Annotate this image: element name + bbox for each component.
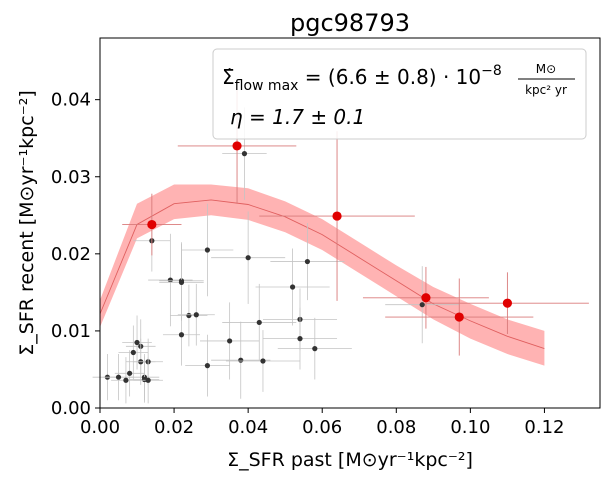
unit-numerator: M⊙ <box>536 62 556 76</box>
pixel-point-32 <box>385 266 460 344</box>
pixel-marker <box>186 312 192 319</box>
y-axis-label: Σ_SFR recent [M⊙yr⁻¹kpc⁻²] <box>16 90 38 355</box>
pixel-point-25 <box>222 283 297 361</box>
model-band-layer <box>99 184 545 366</box>
binned-point-4 <box>385 278 534 356</box>
chart-title: pgc98793 <box>290 9 410 37</box>
plot-frame <box>99 37 601 409</box>
y-tick-label-1: 0.01 <box>51 321 91 342</box>
annotation-frame <box>212 48 587 140</box>
flow-subscript: flow max <box>235 78 299 94</box>
pixel-point-21 <box>200 302 260 380</box>
binned-point-3 <box>362 266 489 329</box>
binned-marker <box>147 219 157 230</box>
pixel-marker <box>227 338 233 344</box>
flow-exponent: −8 <box>481 63 502 79</box>
pixel-point-4 <box>118 325 149 380</box>
annotation-line1: Σ̇flow max = (6.6 ± 0.8) · 10−8 <box>222 63 502 94</box>
y-tick-label-0: 0.00 <box>51 398 91 419</box>
pixel-points-layer <box>92 107 460 404</box>
model-uncertainty-band <box>100 184 545 366</box>
pixel-marker <box>145 377 151 383</box>
x-axis-ticks: 0.00 0.02 0.04 0.06 0.08 0.10 0.12 <box>80 408 564 438</box>
pixel-marker <box>241 151 248 157</box>
y-axis-ticks: 0.00 0.01 0.02 0.03 0.04 <box>51 90 100 419</box>
pixel-marker <box>204 247 211 253</box>
pixel-point-20 <box>185 334 230 397</box>
binned-marker <box>502 298 513 308</box>
pixel-point-19 <box>181 203 234 297</box>
pixel-marker <box>193 312 199 318</box>
pixel-marker <box>297 336 303 342</box>
pixel-marker <box>289 284 296 290</box>
x-tick-label-1: 0.02 <box>154 417 194 438</box>
pixel-point-18 <box>177 283 215 346</box>
flow-symbol: Σ̇ <box>222 65 235 89</box>
pixel-marker <box>127 370 133 376</box>
pixel-marker <box>130 349 136 356</box>
pixel-point-17 <box>170 284 208 347</box>
pixel-marker <box>245 255 251 261</box>
y-tick-label-4: 0.04 <box>51 90 91 111</box>
x-tick-label-0: 0.00 <box>80 417 120 438</box>
pixel-marker <box>304 258 311 265</box>
x-tick-label-5: 0.10 <box>450 417 490 438</box>
x-tick-label-2: 0.04 <box>228 417 268 438</box>
pixel-point-16 <box>162 303 200 366</box>
binned-point-0 <box>122 193 182 256</box>
eta-text: η = 1.7 ± 0.1 <box>230 105 365 129</box>
binned-marker <box>454 312 464 322</box>
binned-point-2 <box>259 131 415 301</box>
pixel-point-1 <box>103 354 134 401</box>
pixel-marker <box>419 302 425 308</box>
unit-denominator: kpc² yr <box>525 83 567 97</box>
pixel-point-30 <box>270 223 345 301</box>
pixel-point-9 <box>129 356 160 403</box>
binned-marker <box>421 293 431 303</box>
x-axis-label: Σ_SFR past [M⊙yr⁻¹kpc⁻²] <box>227 449 473 471</box>
pixel-marker <box>238 357 244 363</box>
binned-point-5 <box>425 272 589 334</box>
pixel-marker <box>123 377 129 383</box>
binned-marker <box>332 211 342 221</box>
pixel-point-3 <box>114 350 145 397</box>
x-tick-label-3: 0.06 <box>302 417 342 438</box>
pixel-marker <box>115 374 122 380</box>
annotation-box: Σ̇flow max = (6.6 ± 0.8) · 10−8 M⊙ kpc² … <box>212 48 587 140</box>
model-line <box>99 199 545 350</box>
pixel-marker <box>260 358 266 364</box>
y-tick-label-2: 0.02 <box>51 244 91 265</box>
pixel-point-26 <box>225 330 300 392</box>
pixel-marker <box>312 346 318 352</box>
pixel-marker <box>167 277 173 283</box>
pixel-marker <box>256 319 262 326</box>
pixel-marker <box>204 363 211 369</box>
binned-points-layer <box>122 88 589 356</box>
pixel-marker <box>134 339 140 346</box>
pixel-point-5 <box>122 315 152 370</box>
pixel-point-31 <box>277 317 352 380</box>
y-tick-label-3: 0.03 <box>51 167 91 188</box>
x-tick-label-6: 0.12 <box>524 417 564 438</box>
pixel-point-11 <box>133 357 163 404</box>
pixel-point-13 <box>148 233 193 327</box>
pixel-marker <box>178 279 185 285</box>
binned-marker <box>232 141 242 151</box>
x-tick-label-4: 0.08 <box>376 417 416 438</box>
flow-value: = (6.6 ± 0.8) · 10 <box>298 65 481 89</box>
pixel-point-24 <box>211 211 286 304</box>
pixel-point-27 <box>255 248 330 326</box>
pixel-marker <box>178 332 185 338</box>
pixel-point-29 <box>262 307 338 370</box>
